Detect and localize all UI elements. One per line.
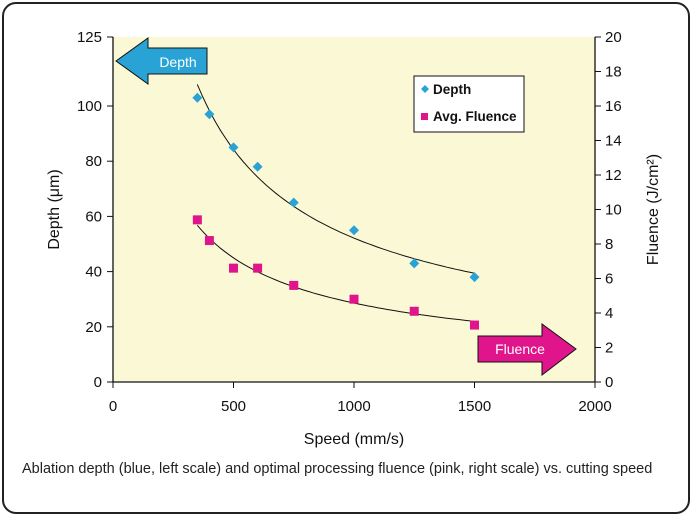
x-tick-label: 0 xyxy=(109,398,117,415)
depth-arrow xyxy=(115,37,208,85)
depth-point xyxy=(349,225,359,236)
fluence-point xyxy=(409,306,419,316)
right-y-tick-label: 8 xyxy=(605,236,613,253)
fluence-point xyxy=(229,263,238,273)
fluence-point xyxy=(253,263,263,273)
depth-point xyxy=(228,142,239,153)
depth-point xyxy=(409,258,420,269)
depth-point xyxy=(288,197,299,208)
left-y-tick-label: 20 xyxy=(85,319,102,336)
right-y-tick-label: 14 xyxy=(605,133,622,150)
left-y-tick-label: 100 xyxy=(77,98,102,115)
right-y-tick-label: 18 xyxy=(605,64,622,81)
fluence-arrow-label: Fluence xyxy=(495,341,545,357)
fluence-point xyxy=(289,280,299,290)
left-y-tick-label: 0 xyxy=(94,374,102,391)
right-y-axis-label: Fluence (J/cm²) xyxy=(645,154,662,265)
legend-fluence-marker xyxy=(421,113,428,120)
fluence-arrow xyxy=(477,323,577,377)
legend-box xyxy=(413,75,525,133)
right-y-tick-label: 0 xyxy=(605,374,613,391)
left-y-axis-label: Depth (μm) xyxy=(46,169,63,249)
right-y-tick-label: 2 xyxy=(605,340,613,357)
right-y-tick-label: 20 xyxy=(605,29,622,46)
right-y-tick-label: 16 xyxy=(605,98,622,115)
right-y-tick-label: 12 xyxy=(605,167,622,184)
legend-depth-label: Depth xyxy=(433,82,471,97)
depth-arrow-label: Depth xyxy=(159,54,196,70)
depth-point xyxy=(204,109,215,120)
x-tick-label: 1000 xyxy=(337,398,370,415)
left-y-tick-label: 80 xyxy=(85,153,102,170)
fluence-point xyxy=(470,320,479,330)
x-tick-label: 1500 xyxy=(458,398,491,415)
fluence-point xyxy=(349,294,359,304)
x-tick-label: 2000 xyxy=(578,398,611,415)
right-y-tick-label: 10 xyxy=(605,202,622,219)
trendline-depth xyxy=(196,84,475,274)
left-y-tick-label: 40 xyxy=(85,264,102,281)
trendline-fluence xyxy=(196,224,475,322)
x-axis-label: Speed (mm/s) xyxy=(304,431,404,448)
legend-depth-marker xyxy=(421,85,429,93)
fluence-point xyxy=(204,236,214,246)
depth-point xyxy=(469,272,480,283)
x-tick-label: 500 xyxy=(221,398,246,415)
left-y-tick-label: 60 xyxy=(85,208,102,225)
legend: Depth Avg. Fluence xyxy=(413,75,525,133)
fluence-point xyxy=(192,215,202,225)
legend-fluence-label: Avg. Fluence xyxy=(433,109,517,124)
left-y-tick-label: 125 xyxy=(77,29,102,46)
right-y-tick-label: 4 xyxy=(605,305,613,322)
depth-point xyxy=(252,161,263,172)
figure-caption: Ablation depth (blue, left scale) and op… xyxy=(22,461,653,477)
right-y-tick-label: 6 xyxy=(605,271,613,288)
depth-point xyxy=(192,92,203,103)
